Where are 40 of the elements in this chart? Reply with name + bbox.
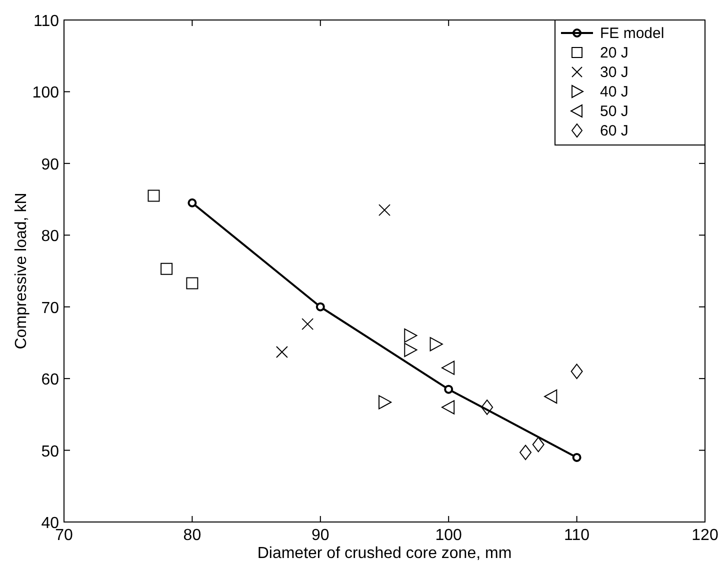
x-tick-label: 90 (312, 527, 330, 544)
point (404, 342, 418, 357)
point (188, 198, 197, 208)
legend-label: 40 J (600, 84, 628, 100)
point (570, 364, 583, 380)
point (186, 277, 198, 290)
legend-label: 60 J (600, 122, 628, 140)
y-tick-label: 100 (32, 84, 60, 102)
x-axis-title: Diameter of crushed core zone, mm (257, 545, 512, 561)
point (430, 337, 443, 352)
point (276, 346, 288, 358)
legend-label: FE model (600, 25, 664, 42)
x-tick-label: 110 (564, 527, 590, 544)
y-tick-label: 70 (41, 300, 60, 317)
y-tick-label: 50 (41, 443, 60, 460)
point (148, 190, 160, 202)
point (378, 395, 392, 410)
point (378, 204, 390, 216)
point (572, 452, 582, 462)
y-tick-label: 80 (41, 228, 60, 246)
legend-label: 50 J (600, 103, 628, 120)
x-tick-label: 100 (435, 527, 462, 544)
y-axis-title: Compressive load, kN (13, 192, 30, 350)
point (302, 318, 314, 330)
point (316, 302, 325, 312)
point (404, 328, 418, 343)
point (544, 389, 558, 404)
y-tick-label: 60 (41, 372, 60, 389)
point (160, 262, 173, 275)
legend-label: 20 J (600, 44, 628, 62)
point (444, 384, 454, 394)
x-tick-label: 80 (183, 527, 202, 544)
point (532, 436, 544, 452)
y-tick-label: 110 (33, 13, 60, 30)
point (442, 360, 455, 375)
point (442, 400, 455, 414)
point (520, 444, 532, 460)
y-tick-label: 90 (41, 156, 60, 174)
x-tick-label: 120 (692, 527, 718, 544)
legend-label: 30 J (600, 64, 628, 81)
